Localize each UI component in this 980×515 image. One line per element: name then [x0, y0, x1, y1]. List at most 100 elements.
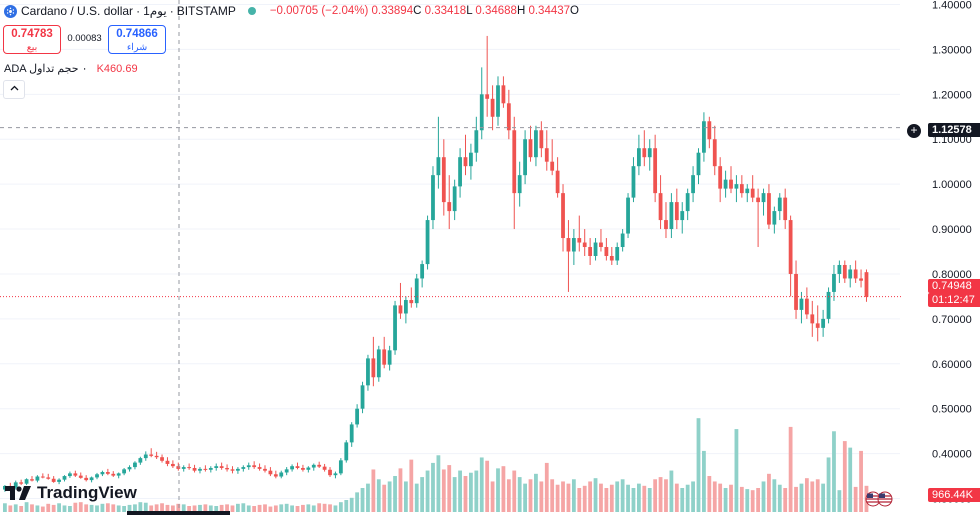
- volume-bar: [799, 483, 804, 512]
- candle-body: [382, 349, 387, 365]
- volume-bar: [837, 490, 842, 512]
- candle-body: [517, 175, 522, 194]
- volume-bar: [344, 500, 349, 512]
- add-alert-plus-button[interactable]: +: [906, 123, 922, 139]
- volume-bar: [696, 418, 701, 512]
- buy-price: 0.74866: [116, 28, 158, 40]
- volume-bar: [772, 479, 777, 512]
- volume-bar: [620, 479, 625, 512]
- candle-body: [138, 458, 143, 463]
- volume-bar: [219, 504, 224, 512]
- volume-bar: [317, 503, 322, 512]
- candle-body: [474, 130, 479, 153]
- volume-bar: [485, 460, 490, 512]
- volume-bar: [403, 481, 408, 512]
- tradingview-logo[interactable]: TradingView: [5, 483, 137, 503]
- volume-bar: [859, 450, 863, 512]
- candle-body: [192, 467, 197, 471]
- candle-body: [550, 161, 555, 171]
- candle-body: [761, 193, 766, 203]
- sell-button[interactable]: 0.74783 بيع: [3, 25, 61, 54]
- candle-body: [149, 454, 154, 456]
- candle-body: [84, 477, 89, 481]
- cardano-icon: [4, 4, 17, 18]
- volume-bar: [815, 479, 820, 512]
- candle-body: [523, 139, 527, 176]
- volume-bar: [95, 505, 99, 512]
- candle-body: [78, 475, 83, 478]
- volume-bar: [474, 470, 479, 512]
- volume-bar: [642, 485, 647, 512]
- candle-body: [403, 300, 408, 314]
- volume-bar: [57, 503, 61, 512]
- volume-bar: [685, 484, 690, 512]
- volume-bar: [46, 503, 51, 512]
- price-scale-background: [900, 0, 980, 515]
- candle-body: [46, 477, 51, 479]
- volume-bar: [181, 504, 186, 512]
- volume-bar: [284, 503, 289, 512]
- volume-bar: [420, 477, 425, 512]
- volume-bar: [273, 505, 278, 512]
- candle-body: [89, 477, 94, 481]
- volume-bar: [360, 488, 365, 512]
- scrollbar-indicator[interactable]: [127, 511, 230, 515]
- candle-body: [447, 202, 452, 212]
- volume-legend[interactable]: ADA ٠ حجم تداول K460.69: [4, 62, 138, 75]
- volume-bar: [187, 506, 192, 512]
- volume-bar: [230, 505, 235, 512]
- volume-bar: [241, 503, 246, 512]
- volume-bar: [653, 479, 658, 512]
- collapse-legend-button[interactable]: [3, 80, 25, 99]
- volume-bar: [718, 483, 723, 512]
- volume-bar: [561, 481, 565, 512]
- candle-body: [544, 148, 549, 162]
- symbol-title[interactable]: Cardano / U.S. dollar: [21, 4, 134, 18]
- candle-body: [696, 152, 701, 176]
- volume-bar: [664, 479, 668, 512]
- volume-bar: [268, 506, 273, 512]
- market-status-dot[interactable]: [247, 7, 256, 15]
- candle-body: [658, 193, 663, 221]
- volume-bar: [848, 447, 853, 512]
- candle-body: [295, 466, 300, 468]
- volume-bar: [40, 506, 45, 512]
- volume-bar: [506, 479, 511, 512]
- volume-bar: [208, 505, 213, 512]
- buy-button[interactable]: 0.74866 شراء: [108, 25, 166, 54]
- volume-bar: [777, 484, 782, 512]
- volume-bar: [382, 484, 387, 512]
- candle-body: [463, 157, 468, 167]
- tradingview-logo-icon: [5, 486, 31, 500]
- candle-body: [333, 473, 338, 476]
- candle-body: [284, 469, 289, 473]
- candle-body: [842, 264, 847, 279]
- interval-label[interactable]: 1يوم: [143, 4, 167, 18]
- candle-body: [837, 264, 842, 274]
- volume-bar: [263, 504, 267, 512]
- candle-body: [588, 247, 593, 256]
- volume-bar: [544, 462, 549, 512]
- volume-bar: [170, 505, 175, 512]
- volume-bar: [349, 497, 354, 512]
- volume-bar: [89, 504, 94, 512]
- candle-body: [328, 469, 332, 476]
- candle-body: [252, 465, 257, 468]
- volume-bar: [306, 504, 311, 512]
- candle-body: [864, 272, 869, 297]
- y-tick-label: 1.40000: [932, 0, 972, 11]
- candle-body: [225, 467, 229, 470]
- candle-body: [344, 442, 349, 461]
- volume-bar: [723, 488, 728, 512]
- volume-bar: [826, 457, 831, 512]
- candle-body: [739, 184, 744, 194]
- volume-bar: [528, 479, 533, 512]
- sell-label: بيع: [26, 42, 38, 53]
- candle-body: [349, 424, 354, 443]
- volume-bar: [729, 484, 733, 512]
- volume-bar: [626, 484, 630, 512]
- exchange-label[interactable]: BITSTAMP: [176, 4, 236, 18]
- candle-body: [539, 130, 544, 149]
- currency-flags-icon[interactable]: [864, 491, 894, 507]
